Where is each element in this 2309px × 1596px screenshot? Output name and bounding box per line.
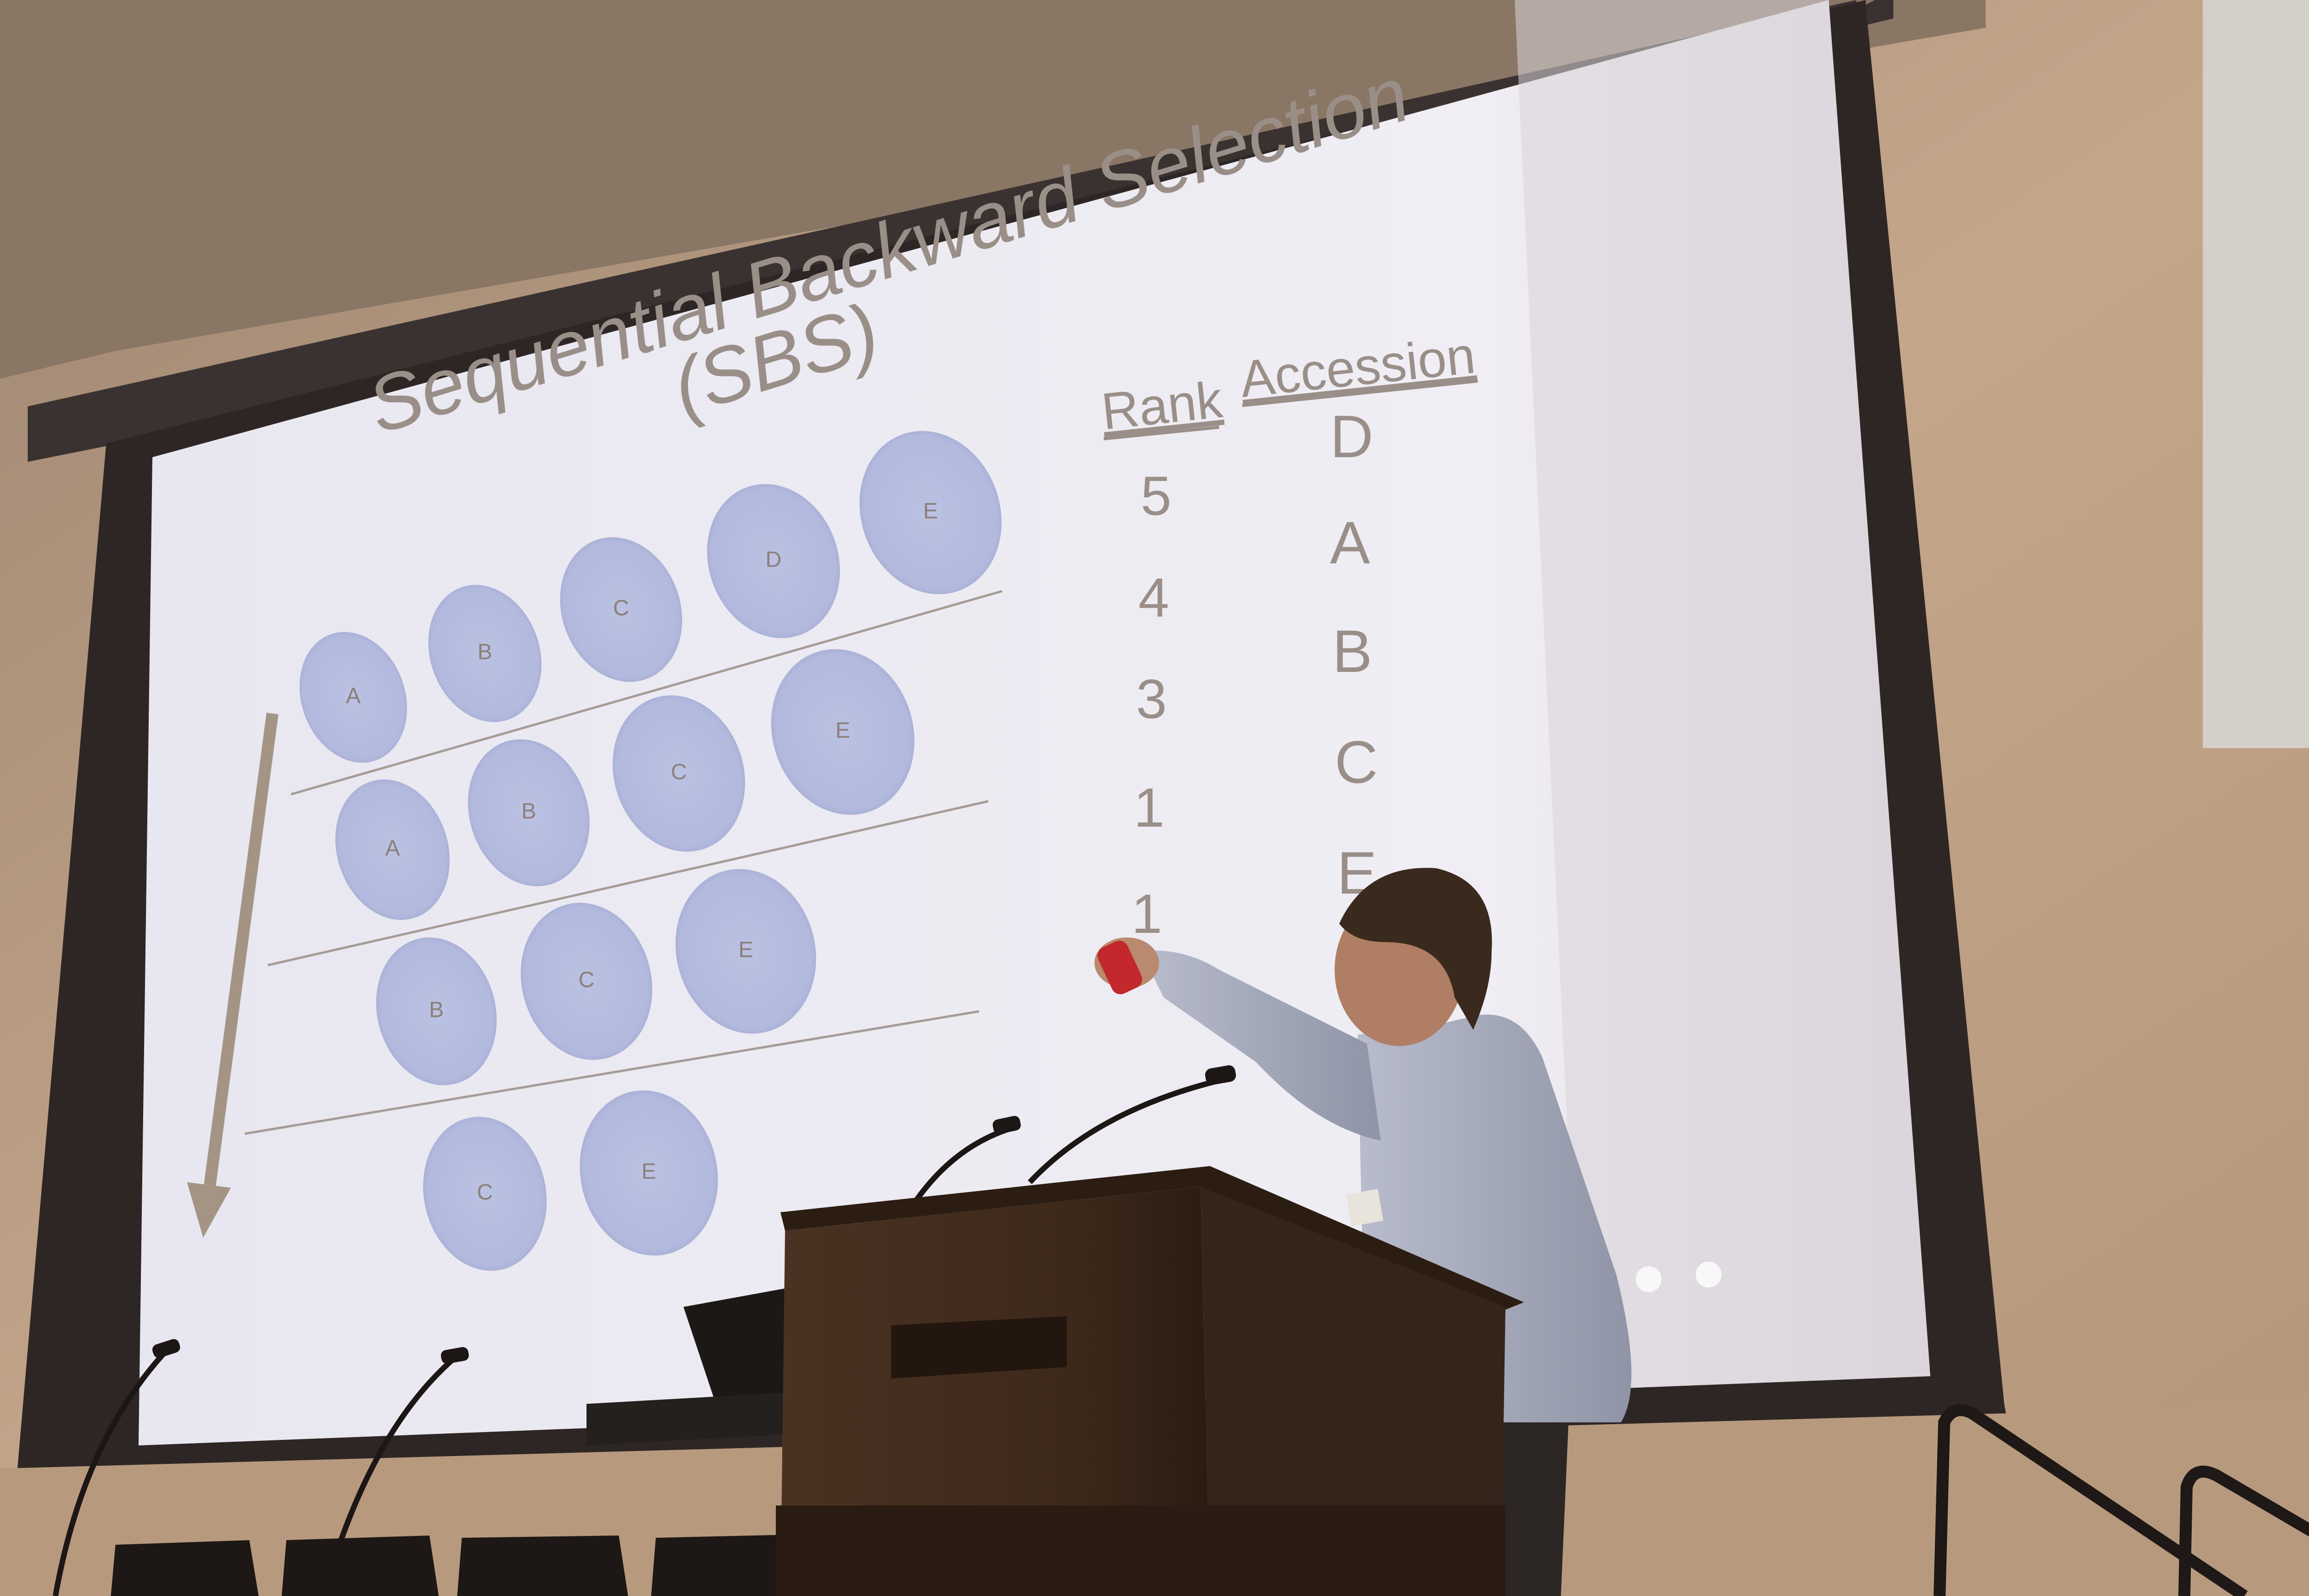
row-divider [244,1010,979,1135]
disc-label: C [579,968,595,992]
disc-label: E [835,719,850,743]
slide-icon [1696,1262,1722,1288]
laser-pointer [1097,940,1142,995]
podium-front [780,1187,1210,1596]
audience-microphone [53,1348,169,1596]
microphone-head [1205,1065,1236,1085]
rank-value: 1 [1134,777,1165,839]
disc [423,1117,547,1271]
microphone-head [441,1347,469,1364]
presenter-hair [1339,868,1492,1030]
rank-value: 4 [1138,567,1169,629]
disc-label: D [766,548,782,572]
accession-value: B [1332,617,1372,685]
stair-railing [2178,1465,2309,1596]
stair-railing [1934,1404,2248,1596]
accession-value: C [1335,728,1378,796]
microphone-head [992,1116,1021,1134]
slide-icon [1636,1266,1662,1292]
row-divider [267,800,989,967]
disc [612,695,745,852]
disc [428,585,542,722]
disc [560,537,683,682]
podium-slot [891,1316,1067,1378]
disc-label: E [738,938,753,962]
seat-back [111,1540,259,1596]
rank-value: 3 [1136,668,1167,730]
podium [776,1166,1524,1596]
accession-value: D [1330,403,1373,470]
disc [468,739,590,887]
disc-row-1: A B C D E [299,431,1002,763]
podium-top [780,1166,1524,1312]
row-divider [290,590,1003,796]
podium-microphone [1028,1076,1229,1185]
disc-label: C [671,760,687,785]
disc [771,649,915,815]
seat-back [457,1536,628,1596]
disc-row-2: A B C E [335,649,915,920]
podium-plinth [776,1505,1505,1596]
disc-label: A [385,836,400,861]
disc-label: A [346,684,361,708]
disc [299,632,407,763]
selection-arrow [202,713,278,1202]
disc [376,937,497,1085]
name-badge [1346,1189,1384,1227]
selection-arrowhead [187,1182,231,1238]
disc-row-3: B C E [376,869,816,1085]
disc [675,869,816,1034]
disc [580,1090,718,1256]
disc-label: B [429,998,444,1022]
rank-value: 1 [1131,883,1162,945]
disc [707,484,840,638]
podium-side [1201,1187,1505,1596]
disc [859,431,1002,594]
disc-label: B [478,640,492,665]
disc [335,779,450,920]
disc-label: E [923,499,938,524]
seat-row [111,1533,859,1596]
disc-row-4: C E [423,1090,718,1271]
speaker-column [2203,0,2309,748]
laptop [683,1288,813,1418]
microphone-head [152,1339,181,1358]
disc [520,902,653,1060]
seat-back [282,1536,439,1596]
rank-underline [1103,425,1220,441]
accession-underline [1242,379,1478,407]
disc-label: C [477,1180,493,1205]
presenter-arm [1141,950,1381,1141]
accession-value: A [1330,509,1370,576]
disc-label: C [613,596,629,621]
disc-label: E [641,1160,656,1184]
screen-right-shade [1515,0,1930,1390]
laptop-base [586,1390,836,1445]
disc-label: B [521,799,536,824]
audience-microphone [320,1355,457,1596]
rank-value: 5 [1141,465,1172,527]
